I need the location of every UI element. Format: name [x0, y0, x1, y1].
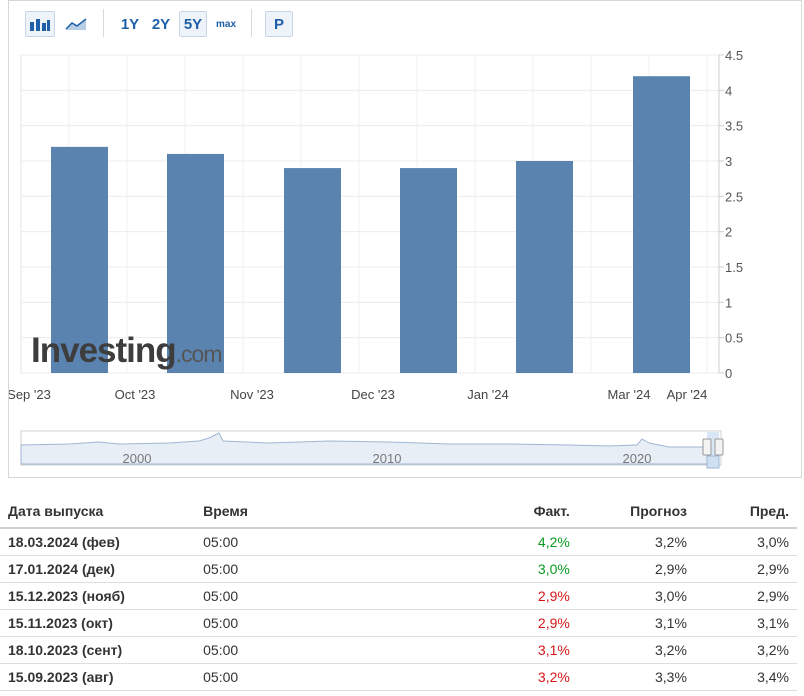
bar[interactable] [400, 168, 457, 373]
area-chart-icon[interactable] [61, 11, 91, 37]
navigator-year-label: 2000 [123, 451, 152, 466]
row-previous: 3,4% [686, 663, 797, 691]
range-max-button[interactable]: max [215, 18, 236, 30]
header-actual[interactable]: Факт. [440, 494, 570, 529]
bar[interactable] [51, 146, 108, 373]
row-time: 05:00 [203, 609, 441, 637]
row-forecast: 3,3% [569, 663, 687, 691]
bar[interactable] [167, 153, 224, 373]
header-forecast[interactable]: Прогноз [569, 494, 687, 529]
x-tick-label: Oct '23 [115, 387, 156, 402]
table-row: 15.11.2023 (окт) 05:00 2,9% 3,1% 3,1% [0, 609, 797, 637]
row-forecast: 3,1% [569, 609, 687, 637]
row-previous: 2,9% [686, 555, 797, 583]
header-previous[interactable]: Пред. [686, 494, 797, 529]
navigator-year-label: 2020 [623, 451, 652, 466]
y-tick-label: 3 [725, 154, 732, 169]
time-navigator[interactable]: 2000 2010 2020 [20, 430, 724, 469]
range-5y-button[interactable]: 5Y [179, 11, 207, 37]
x-tick-label: Nov '23 [230, 387, 274, 402]
row-forecast: 3,0% [569, 582, 687, 610]
row-time: 05:00 [203, 636, 441, 664]
watermark-brand: Investing [31, 331, 176, 370]
row-date: 15.09.2023 (авг) [0, 663, 204, 691]
y-tick-label: 1.5 [725, 260, 743, 275]
row-previous: 3,2% [686, 636, 797, 664]
row-actual: 2,9% [440, 609, 570, 637]
bar[interactable] [516, 161, 573, 373]
navigator-series [20, 432, 708, 465]
history-table-section: Дата выпуска Время Факт. Прогноз Пред. 1… [0, 494, 804, 691]
toolbar-divider [251, 9, 252, 37]
table-row: 18.10.2023 (сент) 05:00 3,1% 3,2% 3,2% [0, 636, 797, 664]
row-actual: 3,2% [440, 663, 570, 691]
table-row: 17.01.2024 (дек) 05:00 3,0% 2,9% 2,9% [0, 555, 797, 583]
navigator-year-label: 2010 [373, 451, 402, 466]
row-previous: 3,1% [686, 609, 797, 637]
row-time: 05:00 [203, 528, 441, 556]
x-tick-label: Mar '24 [608, 387, 651, 402]
row-actual: 3,0% [440, 555, 570, 583]
bar-chart: Investing.com 0 0.5 1 1.5 2 2.5 3 3.5 4 4.5 Sep '… [9, 48, 743, 469]
row-forecast: 3,2% [569, 528, 687, 556]
y-tick-label: 0 [725, 366, 732, 381]
row-actual: 2,9% [440, 582, 570, 610]
row-time: 05:00 [203, 555, 441, 583]
plot-area [20, 54, 720, 374]
row-date: 18.03.2024 (фев) [0, 528, 204, 556]
watermark-text: Investing.com [31, 331, 221, 370]
investing-watermark: Investing.com [31, 331, 222, 370]
row-time: 05:00 [203, 663, 441, 691]
x-tick-label: Jan '24 [467, 387, 509, 402]
y-tick-label: 2 [725, 225, 732, 240]
y-axis-ticks: 0 0.5 1 1.5 2 2.5 3 3.5 4 4.5 [719, 48, 743, 381]
navigator-labels: 2000 2010 2020 [123, 451, 652, 466]
table-row: 15.09.2023 (авг) 05:00 3,2% 3,3% 3,4% [0, 663, 797, 691]
navigator-left-handle[interactable] [702, 438, 712, 456]
row-date: 18.10.2023 (сент) [0, 636, 204, 664]
y-tick-label: 0.5 [725, 331, 743, 346]
toolbar-divider [103, 9, 104, 37]
y-tick-label: 4 [725, 83, 732, 98]
table-header-row: Дата выпуска Время Факт. Прогноз Пред. [0, 494, 797, 529]
history-table: Дата выпуска Время Факт. Прогноз Пред. 1… [0, 494, 797, 691]
row-date: 17.01.2024 (дек) [0, 555, 204, 583]
y-tick-label: 1 [725, 295, 732, 310]
range-1y-button[interactable]: 1Y [120, 15, 140, 33]
bar-series [51, 76, 690, 373]
row-time: 05:00 [203, 582, 441, 610]
range-2y-button[interactable]: 2Y [151, 15, 171, 33]
x-tick-label: Sep '23 [9, 387, 51, 402]
chart-panel: 1Y 2Y 5Y max P Investing.com 0 0.5 1 1.5 2 2.… [8, 0, 802, 478]
row-date: 15.11.2023 (окт) [0, 609, 204, 637]
y-tick-label: 3.5 [725, 119, 743, 134]
bar[interactable] [284, 168, 341, 373]
p-button[interactable]: P [265, 11, 293, 37]
row-actual: 3,1% [440, 636, 570, 664]
bar[interactable] [633, 76, 690, 373]
table-row: 18.03.2024 (фев) 05:00 4,2% 3,2% 3,0% [0, 528, 797, 556]
x-tick-label: Dec '23 [351, 387, 395, 402]
header-date[interactable]: Дата выпуска [0, 494, 204, 529]
y-tick-label: 2.5 [725, 189, 743, 204]
row-previous: 2,9% [686, 582, 797, 610]
table-row: 15.12.2023 (нояб) 05:00 2,9% 3,0% 2,9% [0, 582, 797, 610]
x-tick-label: Apr '24 [667, 387, 708, 402]
navigator-scrollbar[interactable] [706, 455, 720, 469]
y-tick-label: 4.5 [725, 48, 743, 63]
x-axis-ticks: Sep '23 Oct '23 Nov '23 Dec '23 Jan '24 Mar '… [9, 387, 707, 402]
row-forecast: 2,9% [569, 555, 687, 583]
row-previous: 3,0% [686, 528, 797, 556]
row-date: 15.12.2023 (нояб) [0, 582, 204, 610]
grid [20, 54, 720, 374]
header-time[interactable]: Время [203, 494, 441, 529]
watermark-suffix: .com [176, 341, 222, 367]
chart-toolbar: 1Y 2Y 5Y max P [9, 1, 801, 45]
bar-chart-icon[interactable] [25, 11, 55, 37]
navigator-right-handle[interactable] [714, 438, 724, 456]
row-actual: 4,2% [440, 528, 570, 556]
row-forecast: 3,2% [569, 636, 687, 664]
